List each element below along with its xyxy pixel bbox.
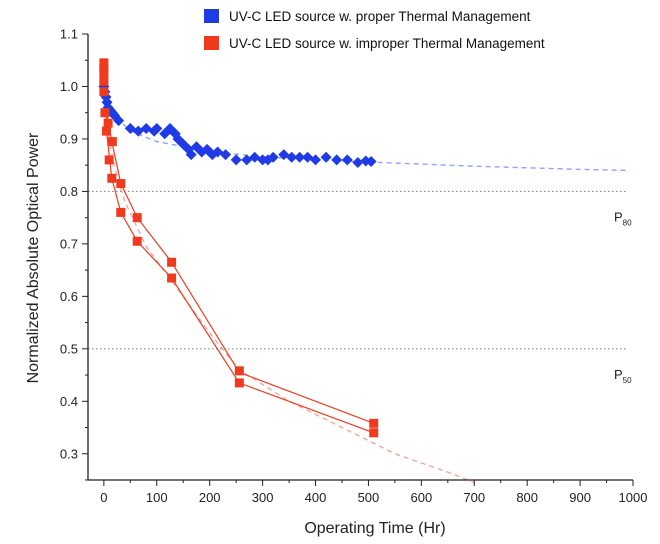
x-tick-label-400: 400 xyxy=(305,490,327,505)
series-lines xyxy=(103,65,374,434)
legend: UV-C LED source w. proper Thermal Manage… xyxy=(204,9,545,51)
data-point-proper-42 xyxy=(352,157,364,169)
x-tick-label-600: 600 xyxy=(410,490,432,505)
y-tick-label-0.5: 0.5 xyxy=(60,341,78,356)
y-tick-label-0.6: 0.6 xyxy=(60,289,78,304)
data-point-proper-8 xyxy=(113,115,125,127)
data-point-improper-11 xyxy=(116,207,126,217)
fit-line-1 xyxy=(103,99,475,484)
axes xyxy=(87,34,633,481)
data-point-improper-13 xyxy=(132,236,142,246)
data-point-improper-8 xyxy=(104,155,114,165)
y-tick-label-0.4: 0.4 xyxy=(60,394,78,409)
data-point-improper-6 xyxy=(102,126,112,136)
x-tick-label-300: 300 xyxy=(252,490,274,505)
y-tick-label-1.1: 1.1 xyxy=(60,27,78,42)
data-point-proper-33 xyxy=(267,151,279,163)
reference-lines: P80 P50 xyxy=(88,190,632,385)
y-axis-label: Normalized Absolute Optical Power xyxy=(25,132,42,383)
y-tick-label-0.9: 0.9 xyxy=(60,131,78,146)
fit-line-0 xyxy=(103,104,628,172)
data-point-improper-17 xyxy=(234,378,244,388)
legend-label-improper: UV-C LED source w. improper Thermal Mana… xyxy=(229,36,545,51)
data-point-proper-38 xyxy=(310,154,322,166)
data-point-improper-19 xyxy=(369,428,379,438)
data-point-improper-7 xyxy=(103,118,113,128)
reference-label-80: P80 xyxy=(614,209,632,227)
x-axis-label: Operating Time (Hr) xyxy=(304,520,445,537)
data-point-improper-9 xyxy=(107,173,117,183)
data-point-improper-4 xyxy=(99,87,109,97)
x-tick-label-0: 0 xyxy=(100,490,107,505)
data-point-improper-0 xyxy=(99,58,109,68)
data-point-improper-18 xyxy=(234,366,244,376)
axis-titles: Operating Time (Hr) Normalized Absolute … xyxy=(25,132,446,537)
data-point-proper-35 xyxy=(286,151,298,163)
data-point-proper-28 xyxy=(230,154,242,166)
y-tick-label-0.8: 0.8 xyxy=(60,184,78,199)
data-point-improper-10 xyxy=(107,137,117,147)
legend-marker-improper xyxy=(204,36,219,50)
data-point-improper-20 xyxy=(369,418,379,428)
data-point-improper-5 xyxy=(100,108,110,118)
ticks: 0 100 200 300 400 500 600 700 800 900 1000 0.3 0.4 0.… xyxy=(60,27,648,506)
data-point-improper-2 xyxy=(99,68,109,78)
data-point-improper-14 xyxy=(132,213,142,223)
data-point-proper-40 xyxy=(331,154,343,166)
x-tick-label-200: 200 xyxy=(199,490,221,505)
x-tick-label-900: 900 xyxy=(569,490,591,505)
data-point-proper-39 xyxy=(320,151,332,163)
x-tick-label-800: 800 xyxy=(516,490,538,505)
x-tick-label-500: 500 xyxy=(358,490,380,505)
y-tick-label-0.7: 0.7 xyxy=(60,236,78,251)
x-tick-label-700: 700 xyxy=(463,490,485,505)
data-markers xyxy=(98,58,379,438)
series-1-line-0 xyxy=(103,65,374,434)
x-tick-label-1000: 1000 xyxy=(619,490,648,505)
data-point-proper-20 xyxy=(185,149,197,161)
data-point-proper-27 xyxy=(220,149,232,161)
data-point-proper-13 xyxy=(151,122,163,134)
y-tick-label-1: 1.0 xyxy=(60,79,78,94)
data-point-improper-15 xyxy=(167,273,177,283)
y-tick-label-0.3: 0.3 xyxy=(60,446,78,461)
legend-marker-proper xyxy=(204,9,219,23)
data-point-improper-3 xyxy=(99,76,109,86)
data-point-proper-44 xyxy=(365,156,377,168)
data-point-proper-41 xyxy=(341,154,353,166)
data-point-proper-36 xyxy=(294,151,306,163)
x-tick-label-100: 100 xyxy=(146,490,168,505)
reference-label-50: P50 xyxy=(614,367,632,385)
data-point-improper-1 xyxy=(99,63,109,73)
fit-lines xyxy=(103,99,628,484)
legend-label-proper: UV-C LED source w. proper Thermal Manage… xyxy=(229,9,531,24)
data-point-improper-12 xyxy=(116,179,126,189)
data-point-improper-16 xyxy=(167,257,177,267)
